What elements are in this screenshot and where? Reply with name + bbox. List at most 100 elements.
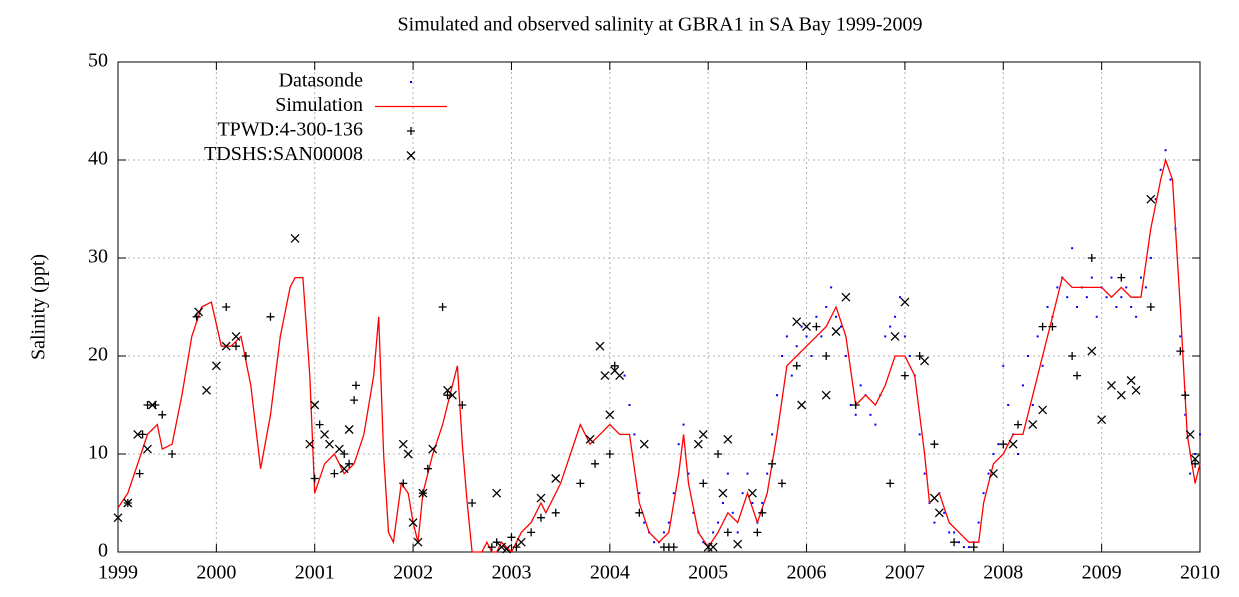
datasonde-point: [785, 335, 788, 338]
tpwd-point: [340, 450, 349, 458]
tpwd-point: [1068, 352, 1077, 360]
datasonde-point: [677, 443, 680, 446]
datasonde-point: [1110, 276, 1113, 279]
datasonde-point: [1021, 384, 1024, 387]
legend-marker: [407, 127, 415, 135]
tdshs-point: [605, 410, 615, 420]
tdshs-point: [344, 425, 354, 434]
datasonde-point: [741, 492, 744, 495]
tpwd-point: [507, 533, 516, 542]
datasonde-point: [1085, 296, 1088, 299]
tpwd-point: [1048, 322, 1057, 331]
datasonde-point: [633, 433, 636, 436]
tdshs-point: [408, 518, 418, 528]
legend-label: TDSHS:SAN00008: [204, 143, 363, 165]
datasonde-point: [1036, 335, 1039, 338]
x-tick-label: 2006: [787, 562, 827, 584]
datasonde-point: [1115, 306, 1118, 308]
datasonde-point: [1056, 286, 1059, 289]
tdshs-point: [551, 474, 561, 483]
tdshs-point: [334, 444, 344, 454]
tpwd-point: [330, 469, 339, 478]
x-tick-label: 1999: [98, 562, 138, 584]
tpwd-point: [310, 474, 319, 483]
datasonde-point: [672, 492, 675, 495]
tdshs-point: [723, 434, 733, 444]
datasonde-point: [1154, 198, 1157, 201]
tpwd-point: [1014, 420, 1023, 429]
datasonde-point: [1125, 286, 1128, 289]
tpwd-point: [468, 499, 477, 507]
tpwd-point: [605, 450, 614, 458]
tdshs-point: [747, 488, 757, 498]
datasonde-point: [918, 433, 921, 436]
tpwd-point: [1073, 371, 1082, 380]
datasonde-point: [1189, 472, 1192, 475]
datasonde-point: [790, 374, 793, 377]
tpwd-point: [792, 361, 801, 370]
tpwd-point: [423, 464, 432, 473]
tdshs-point: [133, 429, 143, 439]
datasonde-point: [731, 511, 734, 514]
tpwd-point: [492, 538, 501, 547]
datasonde-point: [1149, 257, 1152, 259]
datasonde-point: [1169, 178, 1172, 181]
datasonde-point: [776, 394, 779, 397]
datasonde-point: [1026, 355, 1029, 357]
tpwd-point: [999, 440, 1008, 449]
y-tick-label: 30: [88, 246, 108, 268]
tpwd-point: [576, 479, 585, 488]
tpwd-point: [714, 450, 723, 458]
tdshs-point: [413, 537, 423, 547]
datasonde-point: [839, 325, 842, 328]
tdshs-point: [305, 439, 315, 449]
tpwd-point: [352, 381, 361, 390]
tdshs-point: [403, 449, 413, 459]
datasonde-point: [967, 546, 970, 549]
datasonde-point: [726, 472, 729, 475]
x-tick-label: 2007: [885, 562, 925, 584]
y-tick-label: 20: [88, 344, 108, 366]
tpwd-point: [610, 361, 619, 370]
tdshs-point: [615, 371, 625, 381]
tpwd-point: [591, 459, 600, 468]
datasonde-point: [1007, 404, 1010, 406]
tpwd-point: [723, 528, 732, 537]
tpwd-point: [635, 508, 644, 517]
datasonde-point: [849, 404, 852, 406]
datasonde-point: [815, 315, 818, 318]
datasonde-point: [712, 531, 715, 534]
tdshs-point: [934, 508, 944, 518]
datasonde-point: [908, 355, 911, 357]
tdshs-point: [890, 331, 900, 341]
tpwd-point: [527, 528, 536, 537]
datasonde-point: [884, 335, 887, 338]
datasonde-point: [1002, 364, 1005, 367]
tdshs-point: [718, 488, 728, 498]
datasonde-point: [810, 355, 813, 357]
tdshs-point: [802, 322, 812, 332]
tdshs-point: [1087, 346, 1097, 356]
tdshs-point: [147, 400, 157, 410]
datasonde-point: [717, 521, 720, 524]
tdshs-point: [123, 498, 133, 508]
tpwd-point: [1181, 391, 1190, 400]
datasonde-point: [1105, 296, 1108, 299]
legend-marker: [406, 151, 416, 160]
tpwd-point: [812, 322, 821, 331]
tpwd-point: [699, 479, 708, 488]
datasonde-point: [1120, 296, 1123, 299]
tdshs-point: [797, 400, 807, 410]
tdshs-point: [639, 439, 649, 449]
tdshs-point: [900, 297, 910, 307]
tpwd-point: [135, 469, 144, 478]
tpwd-point: [399, 479, 408, 488]
datasonde-point: [687, 472, 690, 475]
tdshs-point: [585, 434, 595, 444]
tpwd-point: [266, 312, 275, 321]
datasonde-point: [835, 315, 838, 318]
tdshs-point: [418, 488, 428, 498]
tpwd-point: [1176, 347, 1185, 356]
tpwd-point: [1117, 273, 1126, 282]
legend-marker: [410, 81, 412, 83]
